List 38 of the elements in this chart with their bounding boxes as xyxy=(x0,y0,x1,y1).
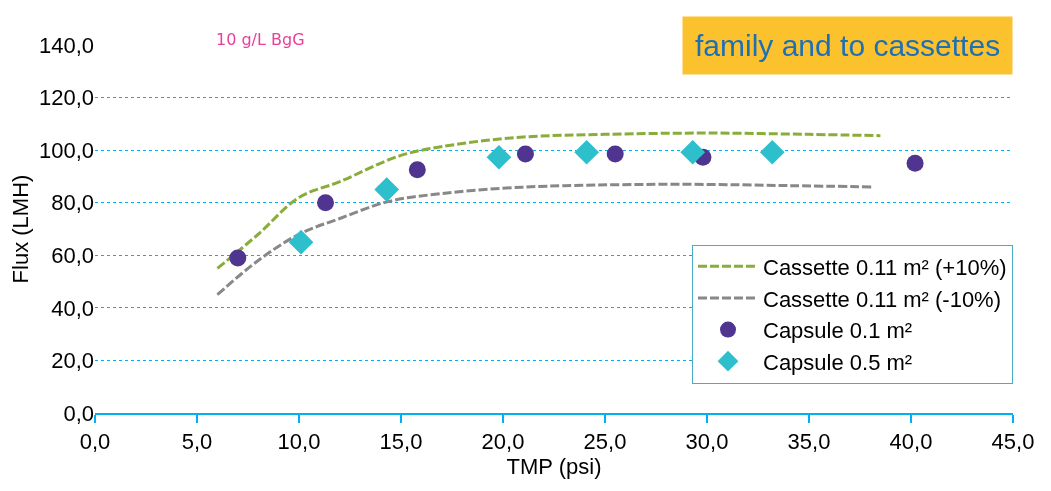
point xyxy=(606,145,624,163)
point xyxy=(906,154,924,172)
point xyxy=(408,161,426,179)
x-tick-label: 35,0 xyxy=(787,429,831,455)
x-tick-label: 45,0 xyxy=(991,429,1035,455)
legend-label: Capsule 0.1 m² xyxy=(763,318,913,344)
point xyxy=(516,145,534,163)
x-tick-label: 5,0 xyxy=(181,429,213,455)
annotation: 10 g/L BgG xyxy=(216,30,305,49)
y-tick-label: 20,0 xyxy=(51,348,94,374)
point xyxy=(374,177,400,202)
point xyxy=(288,229,314,255)
y-tick-label: 0,0 xyxy=(63,400,94,426)
x-tick-label: 20,0 xyxy=(481,429,525,455)
x-tick-label: 15,0 xyxy=(379,429,423,455)
y-tick-label: 140,0 xyxy=(38,32,94,58)
point xyxy=(317,194,335,212)
x-tick-label: 10,0 xyxy=(277,429,321,455)
point xyxy=(680,139,706,165)
y-tick-label: 100,0 xyxy=(38,137,94,163)
y-tick-label: 80,0 xyxy=(51,190,94,216)
point xyxy=(486,144,512,170)
legend-label: Cassette 0.11 m² (+10%) xyxy=(763,254,1007,280)
legend-label: Cassette 0.11 m² (-10%) xyxy=(763,286,1002,312)
x-tick-label: 40,0 xyxy=(889,429,933,455)
y-tick-label: 120,0 xyxy=(38,85,94,111)
x-axis-title: TMP (psi) xyxy=(506,454,602,480)
annotation: family and to cassettes xyxy=(695,29,1001,62)
point xyxy=(229,249,247,267)
legend-label: Capsule 0.5 m² xyxy=(763,349,913,375)
x-tick-label: 0,0 xyxy=(79,429,111,455)
y-axis-title: Flux (LMH) xyxy=(7,174,33,284)
point xyxy=(574,139,599,165)
x-tick-label: 30,0 xyxy=(685,429,729,455)
x-tick-label: 25,0 xyxy=(583,429,627,455)
y-tick-label: 60,0 xyxy=(51,242,94,268)
y-tick-label: 40,0 xyxy=(51,295,94,321)
point xyxy=(759,139,785,165)
